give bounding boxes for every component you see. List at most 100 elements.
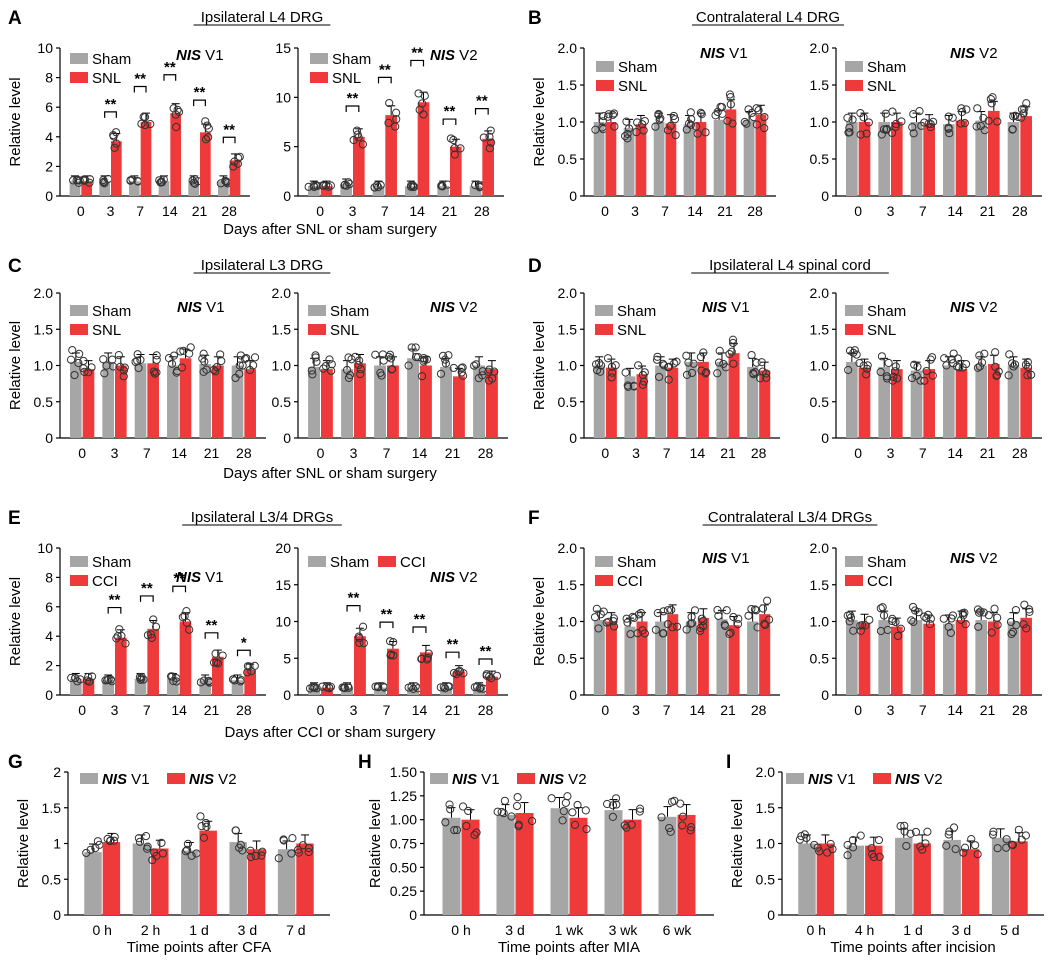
legend-label: Sham [92,51,131,68]
data-point [987,628,996,637]
data-point [211,649,220,658]
data-point [155,176,164,185]
data-point [670,115,680,124]
x-tick-label: 0 [854,702,862,718]
y-tick-label: 1.5 [810,577,830,593]
data-point [925,620,935,629]
bar [988,364,1000,438]
data-point [900,827,909,836]
legend-swatch [310,72,328,83]
bar [695,122,707,196]
data-point [305,684,315,693]
bar [70,361,82,438]
bar [450,146,462,196]
bar [200,132,211,196]
bar [134,678,147,695]
data-point [143,842,152,851]
bar [1020,367,1032,438]
data-point [100,369,109,378]
data-point [372,181,382,190]
x-tick-label: 1 d [903,922,922,938]
legend-label: Sham [330,303,369,320]
data-point [114,350,123,360]
data-point [653,608,662,618]
bar [891,369,903,438]
data-point [235,369,244,378]
data-point [959,848,968,857]
data-point [636,608,646,618]
y-tick-label: 1.5 [810,321,830,337]
data-point [150,848,159,857]
legend-label: NIS V1 [452,771,500,788]
bar [636,374,648,438]
data-point [960,608,969,617]
data-point [355,356,364,365]
data-point [309,181,318,190]
data-point [200,357,209,366]
bar [81,181,93,196]
data-point [449,363,458,373]
data-point [797,832,806,841]
bar [891,626,903,695]
bar [725,109,737,196]
y-tick-label: 0 [45,687,53,703]
data-point [484,376,494,385]
bar [179,621,192,695]
data-point [719,359,728,369]
data-point [682,625,691,634]
bar [605,122,617,196]
data-point [889,372,898,381]
data-point [945,827,954,836]
bar [728,625,740,695]
data-point [687,619,697,628]
y-tick-label: 1.5 [34,321,54,337]
data-point [169,676,178,686]
bar [1007,365,1020,438]
y-tick-label: 1.00 [390,812,417,828]
y-tick-label: 2.0 [810,540,830,556]
data-point [88,672,97,681]
data-point [392,108,401,117]
bar [461,819,480,915]
data-point [274,854,283,863]
x-tick-label: 0 [601,203,609,219]
legend-label: CCI [92,573,118,590]
legend-label: NIS V2 [895,771,943,788]
x-tick-label: 14 [171,702,187,718]
y-tick-label: 0 [569,687,577,703]
y-tick-label: 15 [275,577,291,593]
bar [167,678,179,695]
data-point [345,370,355,380]
data-point [1014,825,1023,834]
data-point [137,119,146,128]
data-point [200,676,209,685]
data-point [311,351,320,360]
data-point [602,618,611,627]
data-point [178,613,187,622]
legend-swatch [595,324,613,335]
bar [405,186,417,196]
data-point [877,352,887,361]
significance-label: ** [480,643,492,660]
y-tick-label: 1.5 [558,577,578,593]
data-point [765,615,774,624]
y-tick-label: 0 [409,907,417,923]
bar [623,819,642,915]
data-point [500,796,509,805]
data-point [974,622,983,631]
data-point [1017,105,1027,114]
y-tick-label: 5 [283,139,291,155]
bar [697,361,709,438]
data-point [411,343,420,352]
data-point [623,618,632,627]
x-tick-label: 14 [687,203,703,219]
x-tick-label: 3 d [505,922,524,938]
data-point [922,366,931,376]
data-point [288,834,297,843]
data-point [949,349,958,358]
data-point [696,352,705,362]
y-tick-label: 2.0 [558,540,578,556]
data-point [603,354,613,363]
data-point [182,618,191,627]
data-point [419,110,428,119]
